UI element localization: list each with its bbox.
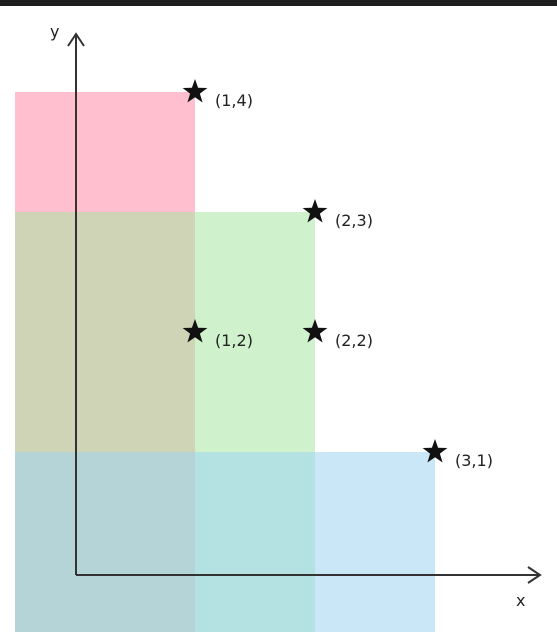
blue-region	[15, 452, 435, 632]
top-bar	[0, 0, 557, 6]
star-marker-2-3	[302, 199, 328, 223]
points: (1,4) (2,3) (1,2) (2,2) (3,1)	[182, 79, 493, 470]
point-label-1-4: (1,4)	[215, 91, 253, 110]
x-axis-arrow	[527, 566, 542, 584]
point-label-2-2: (2,2)	[335, 331, 373, 350]
star-marker-1-2	[182, 319, 208, 343]
regions	[15, 92, 435, 632]
y-axis-label: y	[50, 22, 59, 41]
point-label-2-3: (2,3)	[335, 211, 373, 230]
y-axis-arrow	[67, 32, 85, 47]
point-label-3-1: (3,1)	[455, 451, 493, 470]
axes: x y	[50, 22, 542, 610]
star-marker-2-2	[302, 319, 328, 343]
x-axis-label: x	[516, 591, 525, 610]
star-marker-3-1	[422, 439, 448, 463]
point-label-1-2: (1,2)	[215, 331, 253, 350]
star-marker-1-4	[182, 79, 208, 103]
